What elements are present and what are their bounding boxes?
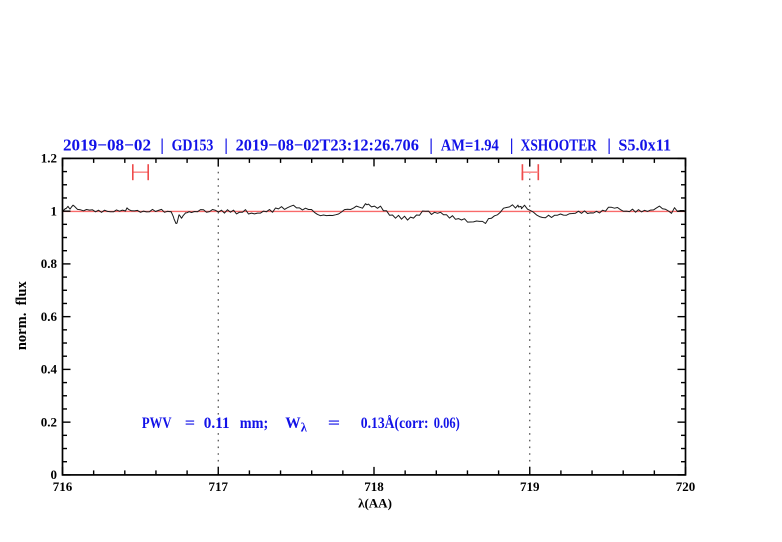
svg-text:0.4: 0.4 [41, 362, 58, 377]
svg-text:0: 0 [51, 467, 58, 482]
svg-text:0.6: 0.6 [41, 309, 58, 324]
svg-text:|: | [510, 136, 514, 155]
svg-text:=: = [328, 415, 341, 432]
svg-text:AM=1.94: AM=1.94 [441, 136, 499, 155]
svg-text:|: | [429, 136, 433, 155]
svg-text:1.2: 1.2 [41, 151, 57, 166]
svg-text:PWV: PWV [142, 415, 172, 432]
svg-text:1: 1 [51, 203, 58, 218]
svg-text:2019−08−02: 2019−08−02 [63, 136, 151, 155]
svg-text:norm. flux: norm. flux [14, 281, 30, 351]
svg-text:0.13Å(corr:: 0.13Å(corr: [361, 414, 429, 432]
svg-text:0.06): 0.06) [434, 415, 460, 432]
svg-text:|: | [224, 136, 228, 155]
svg-text:mm;: mm; [240, 415, 268, 432]
svg-text:λ(AA): λ(AA) [358, 496, 392, 511]
svg-text:718: 718 [364, 479, 384, 494]
svg-text:0.2: 0.2 [41, 414, 57, 429]
svg-text:0.11: 0.11 [204, 415, 230, 432]
svg-text:720: 720 [676, 479, 696, 494]
svg-text:|: | [607, 136, 611, 155]
svg-text:=: = [185, 415, 195, 432]
svg-text:719: 719 [520, 479, 540, 494]
svg-text:717: 717 [209, 479, 229, 494]
svg-text:S5.0x11: S5.0x11 [618, 136, 671, 155]
svg-text:XSHOOTER: XSHOOTER [521, 136, 598, 155]
svg-text:GD153: GD153 [172, 136, 214, 155]
svg-text:0.8: 0.8 [41, 256, 58, 271]
svg-text:λ: λ [301, 420, 308, 434]
svg-text:2019−08−02T23:12:26.706: 2019−08−02T23:12:26.706 [236, 136, 419, 155]
svg-text:|: | [160, 136, 164, 155]
svg-text:W: W [285, 415, 300, 432]
svg-text:716: 716 [53, 479, 73, 494]
